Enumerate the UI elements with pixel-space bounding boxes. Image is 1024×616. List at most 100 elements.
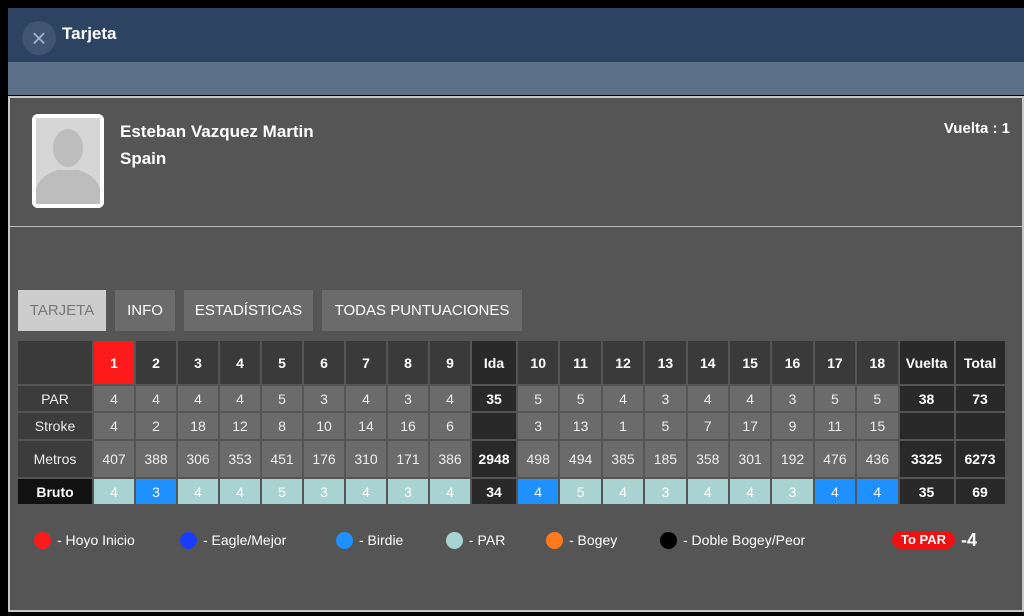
cell: 3 bbox=[645, 386, 686, 411]
hole-number: 9 bbox=[430, 341, 470, 384]
cell: 14 bbox=[346, 413, 386, 439]
player-panel: Esteban Vazquez Martin Spain Vuelta : 1 bbox=[10, 98, 1022, 227]
legend-label: - Eagle/Mejor bbox=[203, 532, 287, 548]
total-header: Vuelta bbox=[899, 341, 954, 384]
cell: 9 bbox=[772, 413, 813, 439]
cell: 5 bbox=[645, 413, 686, 439]
legend-label: - Hoyo Inicio bbox=[57, 532, 135, 548]
legend-item: - Bogey bbox=[546, 530, 617, 550]
cell: 4 bbox=[220, 386, 260, 411]
cell: 17 bbox=[729, 413, 771, 439]
legend-dot bbox=[446, 531, 463, 549]
cell: 6 bbox=[430, 413, 470, 439]
hole-number: 16 bbox=[772, 341, 813, 384]
hole-number: 13 bbox=[645, 341, 686, 384]
cell: 4 bbox=[346, 479, 386, 504]
cell: 5 bbox=[814, 386, 856, 411]
to-par: To PAR -4 bbox=[892, 530, 977, 550]
cell: 4 bbox=[687, 386, 728, 411]
hole-number: 6 bbox=[304, 341, 344, 384]
cell: 386 bbox=[430, 441, 470, 477]
cell: 310 bbox=[346, 441, 386, 477]
total-cell: 35 bbox=[899, 479, 954, 504]
cell: 4 bbox=[687, 479, 728, 504]
cell: 4 bbox=[178, 479, 218, 504]
hole-number: 10 bbox=[518, 341, 559, 384]
score-row: Stroke 4 2 18 12 8 10 14 16 6 3 13 1 5 7 17 9 11 15 bbox=[18, 413, 1005, 439]
cell: 4 bbox=[430, 386, 470, 411]
corner-cell bbox=[18, 341, 92, 384]
cell: 5 bbox=[262, 386, 302, 411]
hole-number: 12 bbox=[602, 341, 644, 384]
hole-number: 18 bbox=[857, 341, 898, 384]
title: Tarjeta bbox=[62, 24, 117, 43]
cell: 494 bbox=[560, 441, 601, 477]
header-row: 1 2 3 4 5 6 7 8 9 Ida 10 11 12 13 14 15 16 17 18 Vuelta Tota… bbox=[18, 341, 1005, 384]
legend-dot bbox=[336, 531, 353, 549]
hole-number: 11 bbox=[560, 341, 601, 384]
row-label: Bruto bbox=[18, 479, 92, 504]
total-cell: 2948 bbox=[472, 441, 516, 477]
cell: 3 bbox=[388, 386, 428, 411]
cell: 8 bbox=[262, 413, 302, 439]
tab[interactable]: TODAS PUNTUACIONES bbox=[322, 290, 522, 331]
hole-number: 17 bbox=[814, 341, 856, 384]
score-row: PAR 4 4 4 4 5 3 4 3 4 35 5 5 4 3 4 4 3 5 5 38 73 bbox=[18, 386, 1005, 411]
legend-item: - Eagle/Mejor bbox=[180, 530, 286, 550]
legend-label: - Birdie bbox=[359, 532, 404, 548]
legend-item: - Birdie bbox=[336, 530, 403, 550]
total-cell: 38 bbox=[899, 386, 954, 411]
cell: 4 bbox=[178, 386, 218, 411]
cell: 3 bbox=[388, 479, 428, 504]
cell: 436 bbox=[857, 441, 898, 477]
cell: 13 bbox=[560, 413, 601, 439]
cell: 3 bbox=[772, 479, 813, 504]
cell: 1 bbox=[602, 413, 644, 439]
cell: 4 bbox=[602, 479, 644, 504]
cell: 4 bbox=[220, 479, 260, 504]
hole-number: 4 bbox=[220, 341, 260, 384]
cell: 4 bbox=[94, 386, 134, 411]
cell: 185 bbox=[645, 441, 686, 477]
hole-number: 15 bbox=[729, 341, 771, 384]
cell: 385 bbox=[602, 441, 644, 477]
tab[interactable]: ESTADÍSTICAS bbox=[184, 290, 313, 331]
cell: 306 bbox=[178, 441, 218, 477]
tab[interactable]: TARJETA bbox=[18, 290, 106, 331]
cell: 4 bbox=[602, 386, 644, 411]
legend-label: - Doble Bogey/Peor bbox=[683, 532, 806, 548]
total-cell: 6273 bbox=[955, 441, 1005, 477]
empty-cell bbox=[472, 413, 516, 439]
cell: 358 bbox=[687, 441, 728, 477]
cell: 3 bbox=[772, 386, 813, 411]
hole-number: 1 bbox=[94, 341, 134, 384]
cell: 3 bbox=[136, 479, 176, 504]
cell: 5 bbox=[857, 386, 898, 411]
legend-item: - Doble Bogey/Peor bbox=[660, 530, 805, 550]
cell: 4 bbox=[729, 386, 771, 411]
cell: 4 bbox=[430, 479, 470, 504]
cell: 5 bbox=[560, 386, 601, 411]
legend-label: - PAR bbox=[469, 532, 506, 548]
legend-dot bbox=[34, 531, 51, 549]
cell: 4 bbox=[518, 479, 559, 504]
tab[interactable]: INFO bbox=[115, 290, 175, 331]
cell: 5 bbox=[518, 386, 559, 411]
cell: 5 bbox=[560, 479, 601, 504]
cell: 3 bbox=[304, 479, 344, 504]
cell: 4 bbox=[94, 413, 134, 439]
hole-number: 5 bbox=[262, 341, 302, 384]
total-cell: 69 bbox=[955, 479, 1005, 504]
total-header: Ida bbox=[472, 341, 516, 384]
total-cell: 3325 bbox=[899, 441, 954, 477]
close-button[interactable]: × bbox=[22, 21, 56, 55]
cell: 3 bbox=[304, 386, 344, 411]
legend-item: - Hoyo Inicio bbox=[34, 530, 135, 550]
cell: 4 bbox=[729, 479, 771, 504]
round: Vuelta : 1 bbox=[943, 120, 1010, 137]
row-label: Stroke bbox=[18, 413, 92, 439]
cell: 388 bbox=[136, 441, 176, 477]
total-header: Total bbox=[955, 341, 1005, 384]
avatar bbox=[32, 114, 104, 208]
cell: 301 bbox=[729, 441, 771, 477]
